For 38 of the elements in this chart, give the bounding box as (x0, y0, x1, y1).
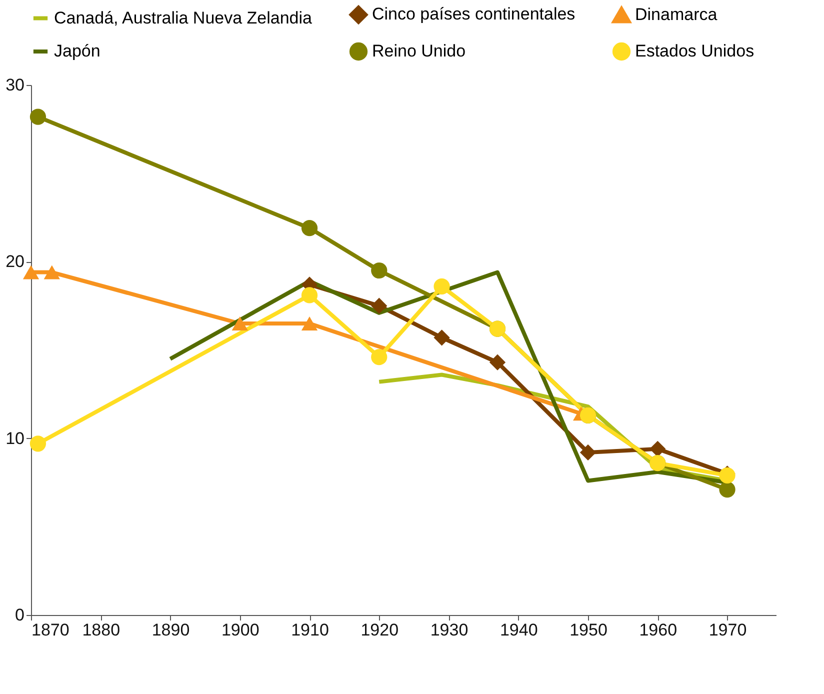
point (44, 265, 60, 280)
legend-label: Cinco países continentales (372, 4, 576, 24)
x-tick-label: 1880 (82, 620, 120, 640)
y-tick-label: 0 (15, 606, 24, 624)
y-tick-label: 30 (6, 76, 24, 94)
y-tick-label: 20 (6, 252, 24, 272)
point (30, 108, 46, 125)
x-tick-label: 1870 (32, 620, 70, 640)
x-tick-label: 1930 (430, 620, 468, 640)
x-tick-label: 1960 (639, 620, 678, 640)
point (434, 278, 450, 294)
point (301, 316, 318, 330)
point (580, 444, 596, 461)
point (434, 330, 450, 346)
x-tick-label: 1950 (570, 620, 608, 640)
point (719, 482, 736, 498)
point (301, 287, 318, 304)
x-tick-label: 1920 (360, 620, 399, 640)
legend-label: Estados Unidos (635, 42, 754, 60)
point (489, 354, 506, 370)
point (650, 440, 666, 457)
point (371, 262, 388, 279)
point (232, 316, 248, 330)
x-tick-label: 1910 (291, 620, 329, 640)
legend-label: Reino Unido (372, 42, 466, 60)
y-tick-label: 10 (6, 428, 24, 448)
legend-label: Dinamarca (635, 5, 718, 24)
point (371, 349, 388, 366)
point (301, 220, 318, 236)
x-tick-label: 1970 (708, 620, 747, 640)
legend-label: Japón (54, 42, 100, 60)
point (22, 265, 40, 280)
x-tick-label: 1890 (152, 620, 190, 640)
x-tick-label: 1900 (221, 620, 260, 640)
legend-label: Canadá, Australia Nueva Zelandia (54, 8, 313, 28)
point (371, 298, 388, 314)
point (30, 436, 46, 452)
x-tick-label: 1940 (500, 620, 538, 640)
